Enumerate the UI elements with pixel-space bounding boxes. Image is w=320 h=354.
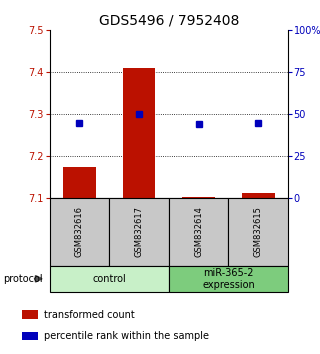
Text: control: control — [92, 274, 126, 284]
Text: transformed count: transformed count — [44, 309, 135, 320]
Title: GDS5496 / 7952408: GDS5496 / 7952408 — [99, 13, 239, 28]
Bar — [50, 266, 169, 292]
Text: GSM832614: GSM832614 — [194, 206, 203, 257]
Bar — [169, 198, 228, 266]
Bar — [242, 193, 275, 198]
Text: percentile rank within the sample: percentile rank within the sample — [44, 331, 209, 341]
Bar — [63, 167, 96, 198]
Bar — [169, 266, 288, 292]
Text: GSM832616: GSM832616 — [75, 206, 84, 257]
Bar — [50, 198, 109, 266]
Bar — [228, 198, 288, 266]
Text: protocol: protocol — [3, 274, 43, 284]
Bar — [22, 310, 38, 319]
Bar — [123, 68, 156, 198]
Bar — [22, 332, 38, 340]
Text: GSM832615: GSM832615 — [254, 206, 263, 257]
Text: GSM832617: GSM832617 — [134, 206, 143, 257]
Text: miR-365-2
expression: miR-365-2 expression — [202, 268, 255, 290]
Bar — [109, 198, 169, 266]
